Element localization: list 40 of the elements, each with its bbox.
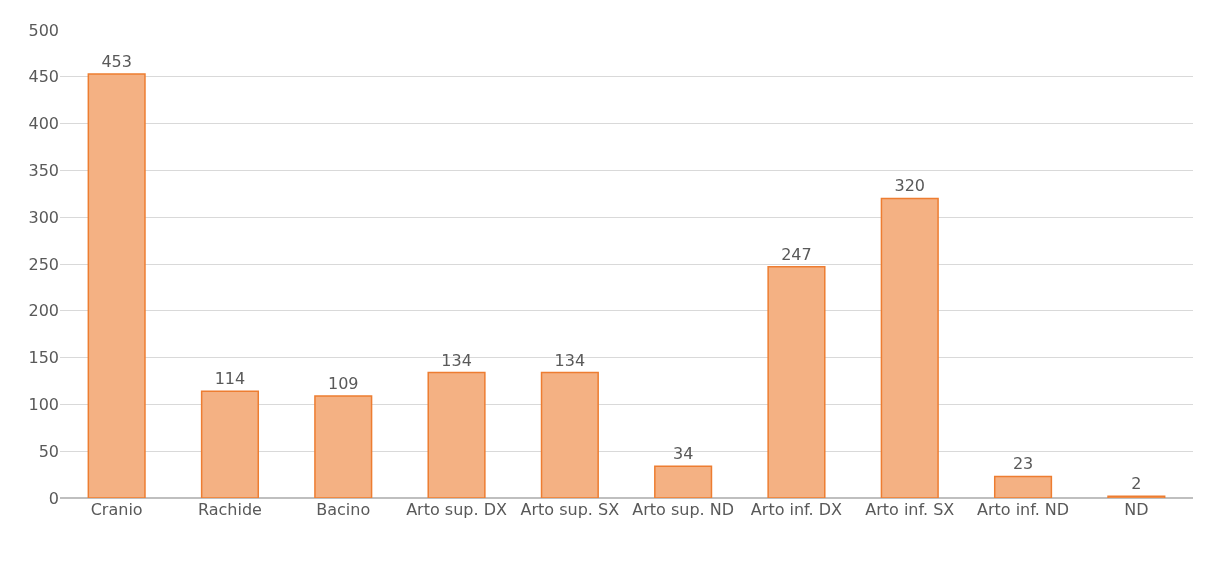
y-tick-label: 500 (28, 20, 59, 40)
x-tick-label: Rachide (197, 500, 262, 519)
x-tick-label: Arto sup. ND (632, 500, 735, 519)
x-tick-label: Arto inf. SX (865, 500, 955, 519)
x-tick-label: Arto sup. SX (520, 500, 620, 519)
y-tick-label: 300 (28, 207, 59, 227)
bar (767, 266, 826, 498)
data-label: 2 (1131, 474, 1142, 494)
bar (993, 475, 1053, 498)
y-tick-label: 250 (28, 254, 59, 274)
bar (880, 197, 939, 498)
data-label: 109 (327, 373, 359, 393)
bar (314, 395, 373, 498)
data-label: 247 (781, 244, 812, 264)
y-tick-label: 100 (28, 395, 59, 414)
data-label: 23 (1012, 454, 1034, 474)
y-tick-label: 50 (38, 441, 59, 461)
y-tick-label: 150 (28, 348, 59, 368)
data-label: 453 (101, 51, 132, 71)
x-tick-label: Arto inf. DX (750, 500, 843, 519)
x-tick-label: Cranio (90, 500, 143, 519)
data-label: 134 (554, 350, 586, 370)
data-label: 114 (214, 369, 246, 389)
y-tick-label: 200 (28, 301, 59, 321)
x-tick-label: Arto sup. DX (406, 500, 507, 519)
data-label: 34 (672, 444, 694, 464)
x-tick-label: Arto inf. ND (976, 500, 1070, 519)
bar (87, 73, 146, 498)
data-label: 134 (441, 350, 472, 370)
bar (654, 465, 713, 498)
x-tick-label: ND (1124, 500, 1149, 519)
bar (200, 390, 260, 498)
y-tick-label: 0 (48, 488, 59, 508)
data-label: 320 (894, 176, 926, 196)
bar (540, 371, 599, 498)
y-tick-label: 400 (28, 114, 59, 134)
bar (427, 371, 486, 498)
x-tick-label: Bacino (316, 500, 371, 519)
y-tick-label: 450 (28, 67, 59, 87)
y-tick-label: 350 (28, 161, 59, 180)
